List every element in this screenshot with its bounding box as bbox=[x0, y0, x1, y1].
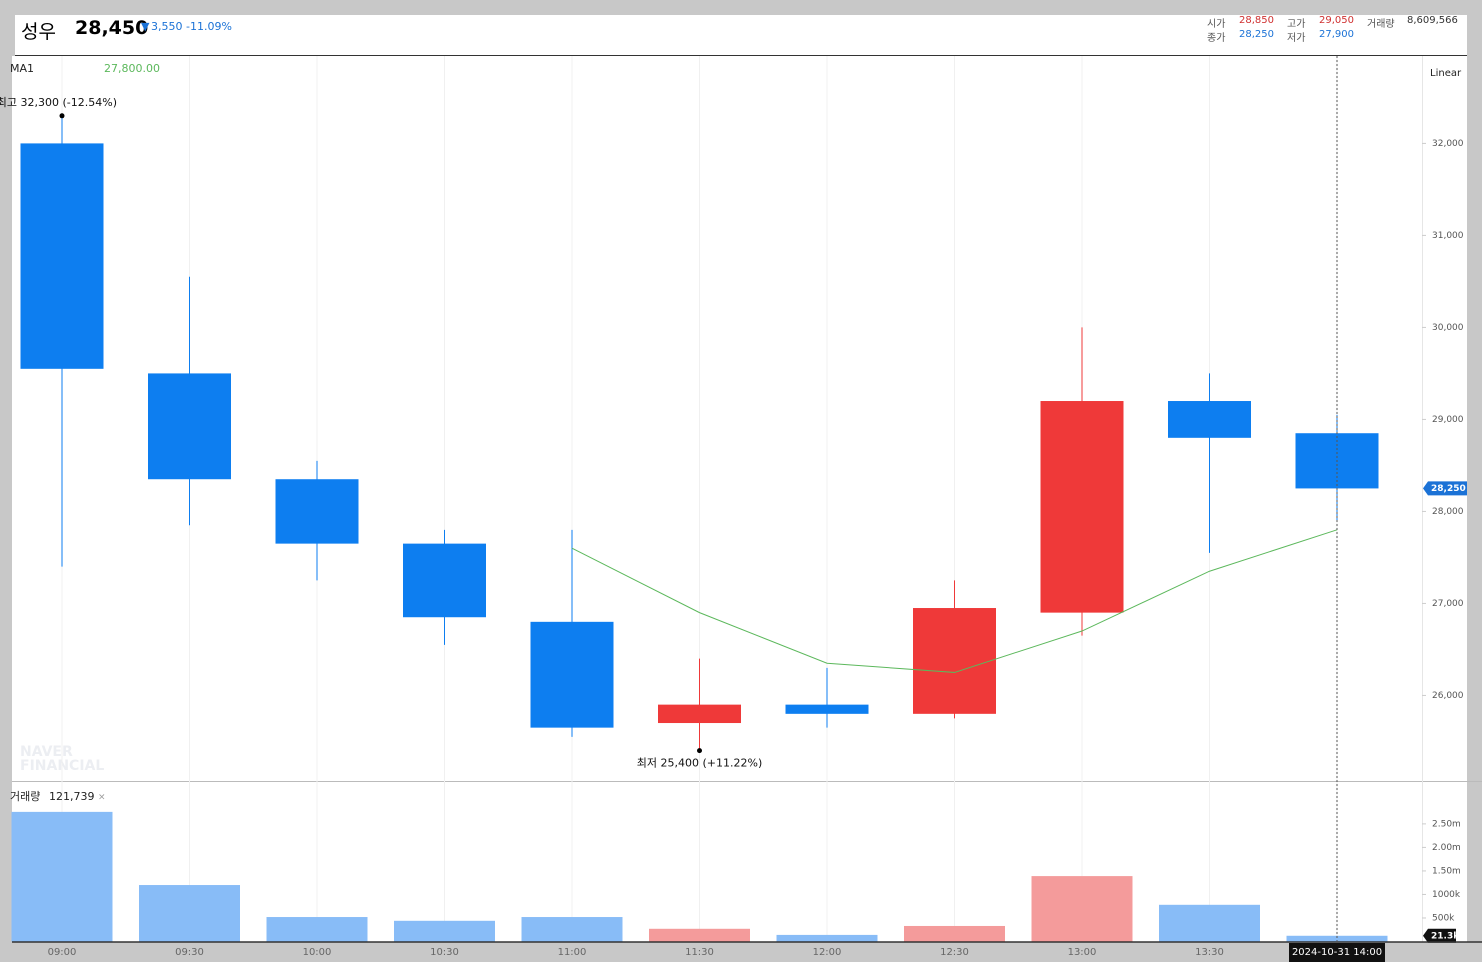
x-tick-label: 12:00 bbox=[813, 947, 842, 958]
x-tick-label: 13:00 bbox=[1068, 947, 1097, 958]
volume-bar bbox=[776, 934, 878, 942]
stat-value: 29,050 bbox=[1319, 15, 1354, 26]
y-tick-label: 30,000 bbox=[1432, 323, 1464, 333]
y-tick-label: 27,000 bbox=[1432, 599, 1464, 609]
volume-bar bbox=[266, 917, 368, 942]
stat-value: 28,250 bbox=[1239, 29, 1274, 40]
x-tick-label: 10:00 bbox=[303, 947, 332, 958]
header: 성우 28,450 ▼ 3,550 -11.09% 시가 28,850 고가 29,0… bbox=[15, 15, 1467, 56]
x-tick-label: 11:00 bbox=[558, 947, 587, 958]
volume-bar bbox=[649, 928, 750, 942]
plot-bg bbox=[12, 56, 1467, 942]
stat-label: 종가 bbox=[1207, 33, 1226, 44]
stat-label: 시가 bbox=[1207, 19, 1226, 30]
low-dot bbox=[697, 748, 702, 754]
last-price-label: 28,250 bbox=[1431, 484, 1466, 494]
down-arrow: ▼ bbox=[141, 20, 150, 33]
close-icon: × bbox=[98, 793, 106, 803]
candle-body bbox=[913, 608, 996, 714]
volume-title: 거래량 bbox=[10, 790, 40, 803]
candle-body bbox=[148, 373, 231, 480]
last-volume-box bbox=[1423, 928, 1456, 943]
candle-body bbox=[530, 621, 614, 728]
candle-body bbox=[275, 479, 359, 544]
volume-bar bbox=[1286, 935, 1388, 942]
y-tick-label: 29,000 bbox=[1432, 415, 1464, 425]
volume-bar bbox=[1031, 876, 1133, 942]
stat-label: 고가 bbox=[1287, 19, 1306, 30]
y-tick-label: 2.00m bbox=[1432, 843, 1461, 853]
y-tick-label: 26,000 bbox=[1432, 691, 1464, 701]
stat-label: 저가 bbox=[1287, 33, 1306, 44]
high-annotation: 최고 32,300 (-12.54%) bbox=[0, 96, 117, 109]
change-pct: -11.09% bbox=[186, 20, 232, 33]
x-tick-label: 13:30 bbox=[1195, 947, 1224, 958]
volume-bar bbox=[11, 811, 113, 942]
stock-name: 성우 bbox=[21, 21, 56, 43]
x-tick-label: 12:30 bbox=[940, 947, 969, 958]
volume-bar bbox=[1159, 904, 1260, 942]
candle-body bbox=[785, 704, 869, 714]
y-tick-label: 28,000 bbox=[1432, 507, 1464, 517]
volume-bar bbox=[394, 920, 495, 942]
candle-body bbox=[403, 543, 486, 618]
y-tick-label: 2.50m bbox=[1432, 819, 1461, 829]
volume-bar bbox=[904, 925, 1005, 942]
y-tick-label: 31,000 bbox=[1432, 231, 1464, 241]
candle-body bbox=[1040, 401, 1124, 613]
scale-label: Linear bbox=[1430, 68, 1462, 79]
candle-body bbox=[658, 704, 741, 724]
ma-line bbox=[571, 529, 1338, 673]
crosshair-label: 2024-10-31 14:00 bbox=[1292, 947, 1382, 958]
high-dot bbox=[59, 113, 65, 119]
last-volume-label: 21.3k bbox=[1431, 931, 1460, 941]
last-price-box bbox=[1423, 481, 1467, 496]
legend-label: MA1 bbox=[10, 62, 34, 75]
stat-value: 8,609,566 bbox=[1407, 15, 1458, 26]
stat-value: 27,900 bbox=[1319, 29, 1354, 40]
y-tick-label: 1.50m bbox=[1432, 866, 1461, 876]
x-tick-label: 09:30 bbox=[175, 947, 204, 958]
low-annotation: 최저 25,400 (+11.22%) bbox=[637, 757, 762, 770]
candle-body bbox=[20, 143, 104, 369]
stat-value: 28,850 bbox=[1239, 15, 1274, 26]
x-tick-label: 09:00 bbox=[48, 947, 77, 958]
watermark: NAVER bbox=[20, 744, 73, 760]
crosshair-box bbox=[1289, 943, 1385, 962]
volume-bar bbox=[521, 917, 623, 942]
volume-bar bbox=[139, 885, 240, 942]
legend-value: 27,800.00 bbox=[104, 62, 160, 75]
y-tick-label: 500k bbox=[1432, 913, 1455, 923]
change: 3,550 bbox=[151, 20, 183, 33]
y-tick-label: 1000k bbox=[1432, 890, 1461, 900]
x-tick-label: 11:30 bbox=[685, 947, 714, 958]
y-tick-label: 32,000 bbox=[1432, 139, 1464, 149]
volume-value: 121,739 bbox=[49, 790, 95, 803]
x-tick-label: 10:30 bbox=[430, 947, 459, 958]
price: 28,450 bbox=[75, 17, 149, 39]
candle-body bbox=[1168, 401, 1251, 438]
stat-label: 거래량 bbox=[1367, 19, 1395, 30]
